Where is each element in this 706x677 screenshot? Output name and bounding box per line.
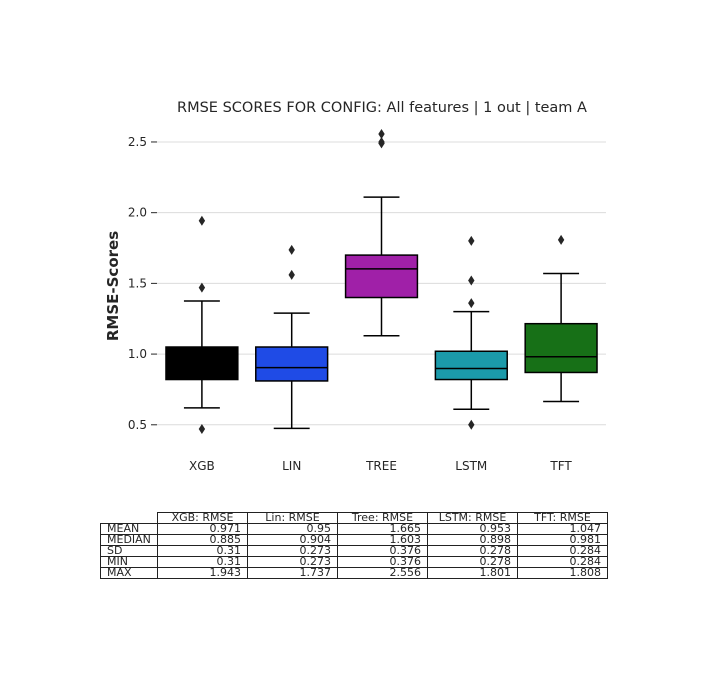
table-cell: 0.981: [517, 534, 608, 546]
table-cell: 1.808: [517, 567, 608, 579]
outlier-point: [288, 269, 295, 280]
box-tree: [344, 129, 419, 337]
outlier-point: [198, 282, 206, 293]
y-axis-ticks: 0.5 1.0 1.5 2.0 2.5: [128, 135, 157, 432]
x-tick-label: LSTM: [455, 459, 487, 473]
column-header: Lin: RMSE: [247, 512, 338, 524]
y-tick-label: 0.5: [128, 418, 147, 432]
table-cell: 0.278: [427, 545, 518, 557]
row-label: MIN: [100, 556, 158, 568]
outlier-point: [557, 234, 565, 245]
table-cell: 0.273: [247, 556, 338, 568]
iqr-box: [165, 346, 239, 381]
table-cell: 0.898: [427, 534, 518, 546]
table-cell: 0.95: [247, 523, 338, 535]
iqr-box: [255, 346, 329, 382]
table-cell: 0.278: [427, 556, 518, 568]
chart-title: RMSE SCORES FOR CONFIG: All features | 1…: [177, 100, 587, 116]
x-tick-label: XGB: [189, 459, 215, 473]
table-cell: 0.885: [157, 534, 248, 546]
table-cell: 0.904: [247, 534, 338, 546]
box-xgb: [165, 215, 239, 435]
table-cell: 0.953: [427, 523, 518, 535]
y-tick-label: 2.0: [128, 206, 147, 220]
iqr-box: [434, 350, 508, 381]
table-cell: 2.556: [337, 567, 428, 579]
row-label: MEDIAN: [100, 534, 158, 546]
table-cell: 1.603: [337, 534, 428, 546]
box-lstm: [434, 235, 508, 430]
outlier-point: [378, 136, 385, 147]
table-row: MIN 0.31 0.273 0.376 0.278 0.284: [100, 556, 608, 568]
x-axis-ticks: XGB LIN TREE LSTM TFT: [189, 459, 572, 473]
row-label: SD: [100, 545, 158, 557]
table-cell: 0.284: [517, 556, 608, 568]
table-cell: 0.31: [157, 545, 248, 557]
table-cell: 1.943: [157, 567, 248, 579]
table-cell: 0.376: [337, 545, 428, 557]
x-tick-label: TFT: [549, 459, 572, 473]
table-header-row: XGB: RMSE Lin: RMSE Tree: RMSE LSTM: RMS…: [100, 512, 608, 524]
boxes: [165, 129, 598, 435]
stats-table: XGB: RMSE Lin: RMSE Tree: RMSE LSTM: RMS…: [100, 512, 608, 579]
box-lin: [255, 244, 329, 430]
boxplot-chart: RMSE SCORES FOR CONFIG: All features | 1…: [104, 100, 606, 473]
outlier-point: [468, 235, 475, 246]
outlier-point: [198, 424, 206, 435]
table-cell: 0.31: [157, 556, 248, 568]
column-header: XGB: RMSE: [157, 512, 248, 524]
box-tft: [524, 234, 598, 403]
outlier-point: [468, 298, 475, 309]
column-header: TFT: RMSE: [517, 512, 608, 524]
table-cell: 0.971: [157, 523, 248, 535]
table-row: MEAN 0.971 0.95 1.665 0.953 1.047: [100, 523, 608, 535]
outlier-point: [198, 215, 206, 226]
row-label: MEAN: [100, 523, 158, 535]
table-cell: 1.047: [517, 523, 608, 535]
table-row: SD 0.31 0.273 0.376 0.278 0.284: [100, 545, 608, 557]
table-row: MEDIAN 0.885 0.904 1.603 0.898 0.981: [100, 534, 608, 546]
outlier-point: [378, 129, 385, 140]
outlier-point: [288, 244, 295, 255]
table-cell: 1.801: [427, 567, 518, 579]
y-tick-label: 2.5: [128, 135, 147, 149]
row-label: MAX: [100, 567, 158, 579]
table-cell: 1.665: [337, 523, 428, 535]
y-tick-label: 1.0: [128, 347, 147, 361]
table-cell: 0.284: [517, 545, 608, 557]
outlier-point: [468, 419, 475, 430]
y-tick-label: 1.5: [128, 276, 147, 290]
table-row: MAX 1.943 1.737 2.556 1.801 1.808: [100, 567, 608, 579]
table-cell: 0.376: [337, 556, 428, 568]
iqr-box: [344, 254, 419, 299]
outlier-point: [468, 275, 475, 286]
y-axis-label: RMSE-Scores: [104, 231, 122, 341]
table-cell: 1.737: [247, 567, 338, 579]
column-header: LSTM: RMSE: [427, 512, 518, 524]
x-tick-label: TREE: [365, 459, 397, 473]
iqr-box: [524, 322, 598, 374]
table-corner: [100, 512, 158, 524]
table-cell: 0.273: [247, 545, 338, 557]
column-header: Tree: RMSE: [337, 512, 428, 524]
x-tick-label: LIN: [282, 459, 301, 473]
